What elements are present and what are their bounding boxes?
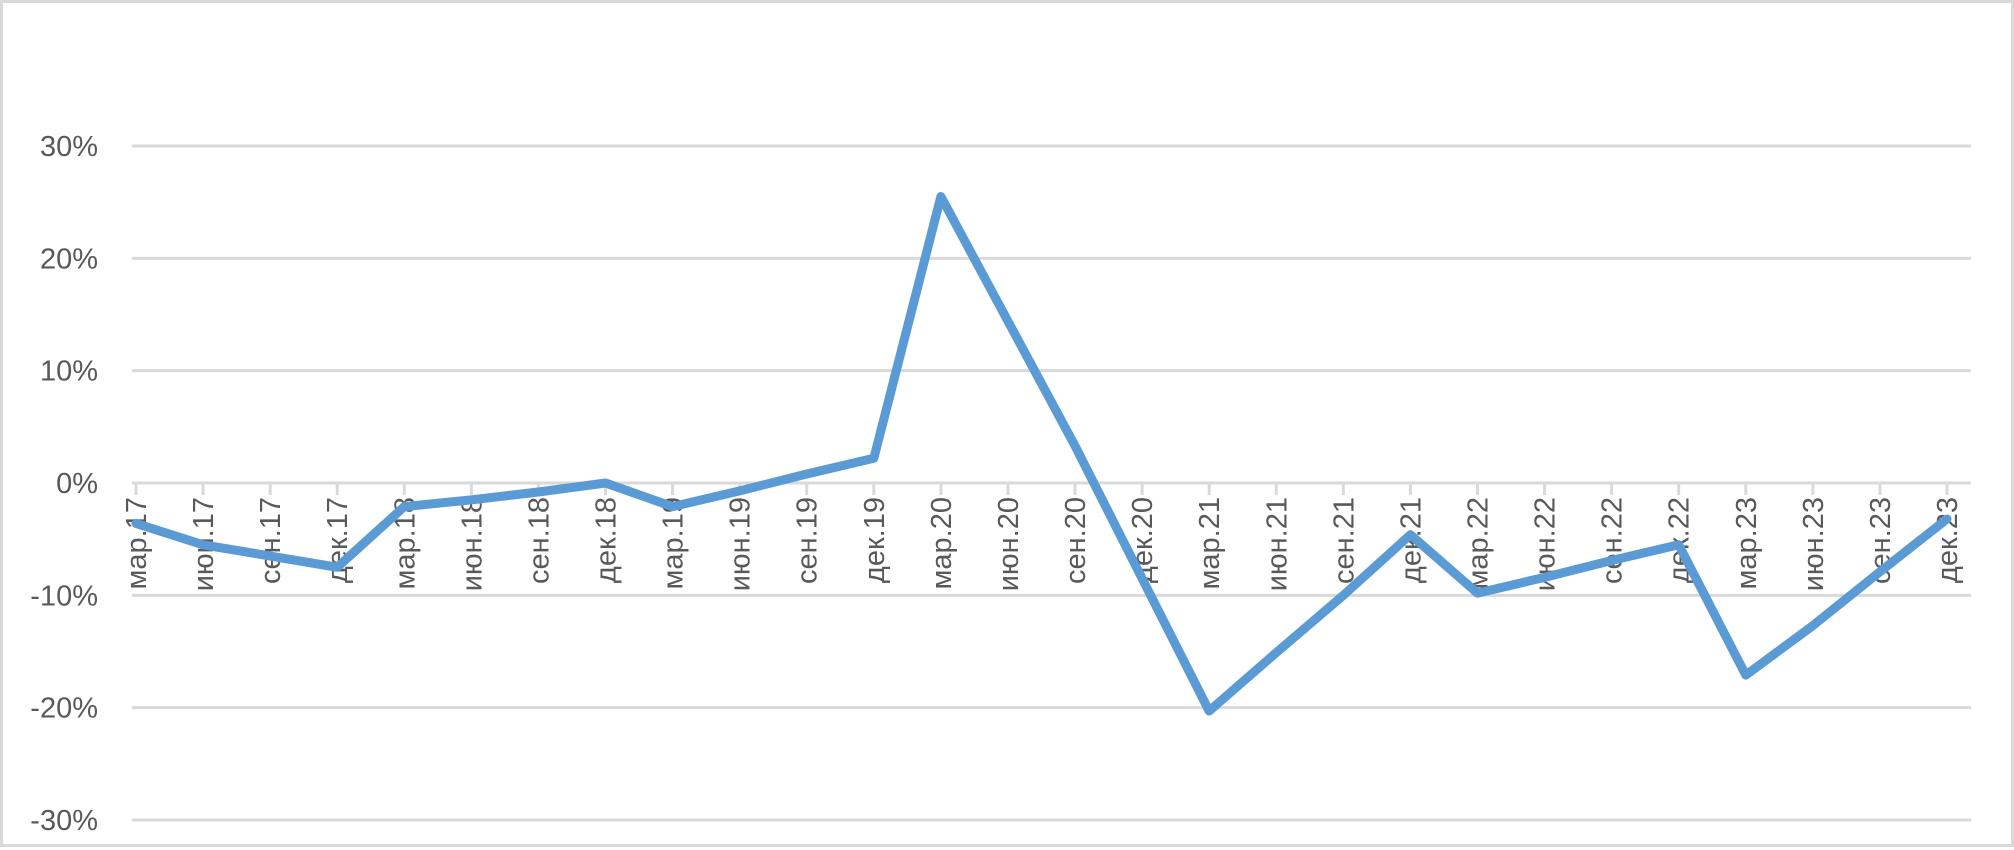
y-tick-label: 0% <box>56 468 98 500</box>
x-tick-label: сен.22 <box>1597 497 1629 584</box>
y-tick-label: -10% <box>30 580 98 612</box>
x-tick-label: июн.18 <box>456 497 488 591</box>
x-tick-label: сен.21 <box>1328 497 1360 584</box>
x-tick-label: дек.19 <box>859 497 891 583</box>
x-tick-label: дек.23 <box>1932 497 1964 583</box>
x-tick-label: дек.20 <box>1127 497 1159 583</box>
x-tick-label: мар.22 <box>1462 497 1494 590</box>
y-tick-label: 30% <box>40 131 98 163</box>
y-tick-label: 20% <box>40 243 98 275</box>
y-tick-label: -30% <box>30 805 98 837</box>
x-tick-label: сен.20 <box>1060 497 1092 584</box>
x-tick-label: июн.23 <box>1798 497 1830 591</box>
x-tick-label: дек.18 <box>591 497 623 583</box>
x-tick-label: июн.20 <box>993 497 1025 591</box>
x-tick-label: сен.17 <box>255 497 287 584</box>
x-tick-label: июн.21 <box>1261 497 1293 591</box>
x-tick-label: сен.18 <box>523 497 555 584</box>
series-line <box>136 197 1947 711</box>
x-tick-label: мар.17 <box>121 497 153 590</box>
x-tick-label: июн.19 <box>725 497 757 591</box>
x-tick-label: мар.20 <box>926 497 958 590</box>
x-tick-label: сен.19 <box>792 497 824 584</box>
x-tick-label: мар.21 <box>1194 497 1226 590</box>
x-tick-label: мар.23 <box>1731 497 1763 590</box>
y-tick-label: 10% <box>40 356 98 388</box>
y-tick-label: -20% <box>30 693 98 725</box>
